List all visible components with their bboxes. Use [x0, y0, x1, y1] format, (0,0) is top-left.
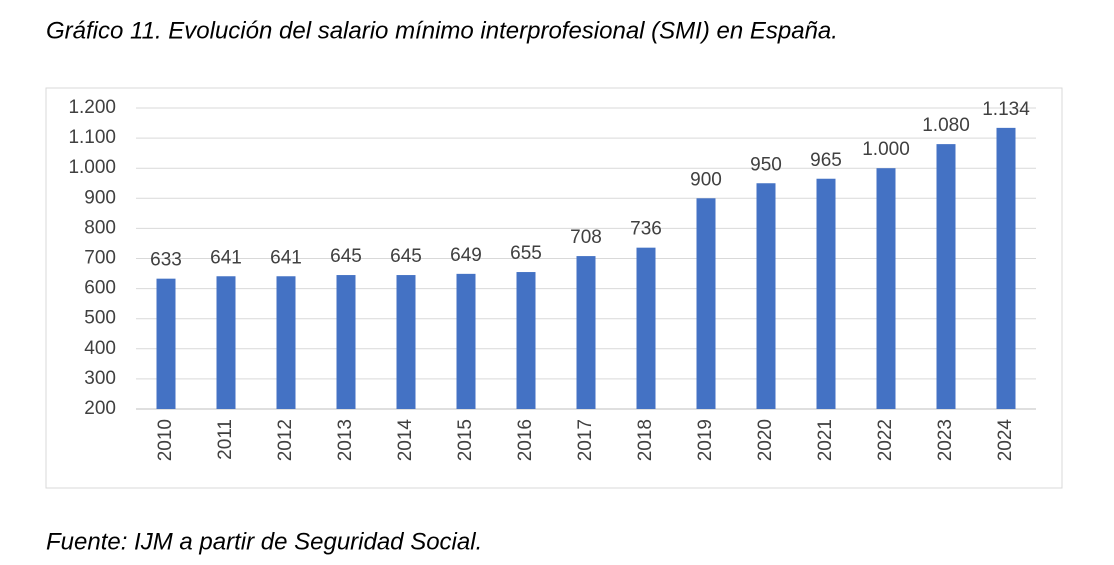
- bar: [816, 178, 836, 409]
- x-tick-label: 2019: [695, 419, 716, 461]
- y-tick-label: 500: [84, 308, 116, 329]
- value-label: 1.000: [862, 139, 910, 160]
- value-label: 649: [450, 245, 482, 266]
- y-tick-label: 900: [84, 187, 116, 208]
- value-label: 736: [630, 219, 662, 240]
- bar: [156, 278, 176, 409]
- value-label: 900: [690, 169, 722, 190]
- bar: [696, 198, 716, 409]
- x-tick-label: 2022: [875, 419, 896, 461]
- bar: [996, 127, 1016, 409]
- bar: [516, 272, 536, 409]
- bar: [216, 276, 236, 409]
- x-tick-label: 2017: [575, 419, 596, 461]
- bar: [396, 275, 416, 409]
- value-label: 645: [330, 246, 362, 267]
- value-label: 950: [750, 154, 782, 175]
- value-label: 965: [810, 150, 842, 171]
- x-tick-label: 2016: [515, 419, 536, 461]
- x-tick-label: 2012: [275, 419, 296, 461]
- x-tick-label: 2015: [455, 419, 476, 461]
- x-tick-label: 2010: [155, 419, 176, 461]
- x-tick-label: 2024: [995, 419, 1016, 462]
- value-label: 645: [390, 246, 422, 267]
- bar: [756, 183, 776, 409]
- y-tick-label: 600: [84, 278, 116, 299]
- bar: [576, 256, 596, 409]
- value-label: 655: [510, 243, 542, 264]
- bar: [276, 276, 296, 409]
- chart-frame: [45, 87, 1063, 489]
- value-label: 641: [210, 247, 242, 268]
- y-tick-label: 1.200: [68, 97, 116, 118]
- x-tick-label: 2023: [935, 419, 956, 461]
- y-tick-label: 200: [84, 398, 116, 419]
- x-tick-label: 2014: [395, 419, 416, 462]
- y-tick-label: 1.100: [68, 127, 116, 148]
- value-label: 1.080: [922, 115, 970, 136]
- x-tick-label: 2021: [815, 419, 836, 461]
- value-label: 708: [570, 227, 602, 248]
- y-tick-label: 700: [84, 248, 116, 269]
- x-tick-label: 2020: [755, 419, 776, 461]
- y-tick-label: 300: [84, 368, 116, 389]
- chart-title: Gráfico 11. Evolución del salario mínimo…: [46, 17, 838, 44]
- y-tick-label: 400: [84, 338, 116, 359]
- value-label: 1.134: [982, 99, 1030, 120]
- bar: [336, 275, 356, 409]
- bar: [456, 273, 476, 409]
- bar: [636, 247, 656, 409]
- y-tick-label: 800: [84, 217, 116, 238]
- chart-source: Fuente: IJM a partir de Seguridad Social…: [46, 528, 482, 555]
- bar: [936, 144, 956, 409]
- value-label: 633: [150, 250, 182, 271]
- bar: [876, 168, 896, 409]
- x-tick-label: 2018: [635, 419, 656, 461]
- y-tick-label: 1.000: [68, 157, 116, 178]
- x-tick-label: 2011: [215, 419, 236, 460]
- x-tick-label: 2013: [335, 419, 356, 461]
- value-label: 641: [270, 247, 302, 268]
